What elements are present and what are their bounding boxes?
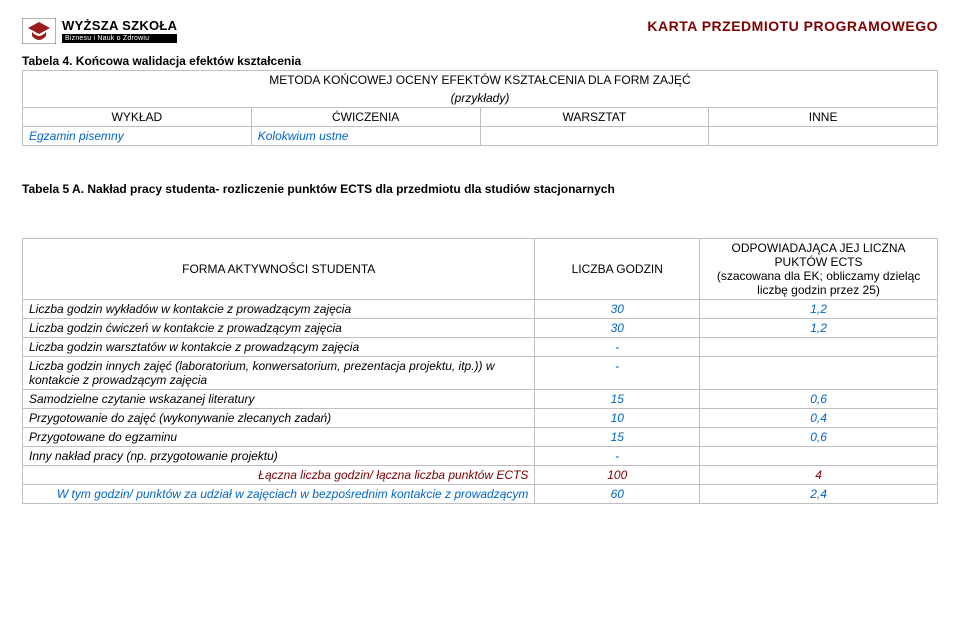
- row-label: Przygotowanie do zajęć (wykonywanie zlec…: [23, 409, 535, 428]
- page-header: WYŻSZA SZKOŁA Biznesu i Nauk o Zdrowiu K…: [22, 18, 938, 44]
- logo: WYŻSZA SZKOŁA Biznesu i Nauk o Zdrowiu: [22, 18, 177, 44]
- table-total-row: W tym godzin/ punktów za udział w zajęci…: [23, 485, 938, 504]
- table2-caption: Tabela 5 A. Nakład pracy studenta- rozli…: [22, 182, 938, 196]
- document-title: KARTA PRZEDMIOTU PROGRAMOWEGO: [647, 18, 938, 34]
- table-row: Liczba godzin wykładów w kontakcie z pro…: [23, 300, 938, 319]
- row-ects: 0,4: [700, 409, 938, 428]
- table1-cell: Kolokwium ustne: [251, 127, 480, 146]
- total-ects: 2,4: [700, 485, 938, 504]
- table1-cell: [709, 127, 938, 146]
- row-label: Inny nakład pracy (np. przygotowanie pro…: [23, 447, 535, 466]
- table1-col: ĆWICZENIA: [251, 108, 480, 127]
- total-label: Łączna liczba godzin/ łączna liczba punk…: [23, 466, 535, 485]
- table-row: Inny nakład pracy (np. przygotowanie pro…: [23, 447, 938, 466]
- table-row: Przygotowanie do zajęć (wykonywanie zlec…: [23, 409, 938, 428]
- row-ects: 0,6: [700, 428, 938, 447]
- table2-head: LICZBA GODZIN: [535, 239, 700, 300]
- row-hours: 15: [535, 428, 700, 447]
- table-row: Samodzielne czytanie wskazanej literatur…: [23, 390, 938, 409]
- table1-cell: [480, 127, 709, 146]
- logo-text: WYŻSZA SZKOŁA Biznesu i Nauk o Zdrowiu: [62, 19, 177, 43]
- table2-head: FORMA AKTYWNOŚCI STUDENTA: [23, 239, 535, 300]
- table1-data-row: Egzamin pisemny Kolokwium ustne: [23, 127, 938, 146]
- row-hours: -: [535, 447, 700, 466]
- table-row: Liczba godzin warsztatów w kontakcie z p…: [23, 338, 938, 357]
- logo-line2: Biznesu i Nauk o Zdrowiu: [62, 34, 177, 43]
- row-hours: 30: [535, 319, 700, 338]
- logo-icon: [22, 18, 56, 44]
- table2-head: ODPOWIADAJĄCA JEJ LICZNA PUKTÓW ECTS (sz…: [700, 239, 938, 300]
- table1-col: WARSZTAT: [480, 108, 709, 127]
- total-hours: 100: [535, 466, 700, 485]
- row-hours: -: [535, 338, 700, 357]
- row-label: Liczba godzin ćwiczeń w kontakcie z prow…: [23, 319, 535, 338]
- table-row: Liczba godzin innych zajęć (laboratorium…: [23, 357, 938, 390]
- table1-banner-l1: METODA KOŃCOWEJ OCENY EFEKTÓW KSZTAŁCENI…: [23, 71, 938, 90]
- row-ects: 1,2: [700, 300, 938, 319]
- table1-cell: Egzamin pisemny: [23, 127, 252, 146]
- row-label: Samodzielne czytanie wskazanej literatur…: [23, 390, 535, 409]
- table2: FORMA AKTYWNOŚCI STUDENTA LICZBA GODZIN …: [22, 238, 938, 504]
- row-hours: -: [535, 357, 700, 390]
- table1-col-row: WYKŁAD ĆWICZENIA WARSZTAT INNE: [23, 108, 938, 127]
- total-label: W tym godzin/ punktów za udział w zajęci…: [23, 485, 535, 504]
- table2-head-row: FORMA AKTYWNOŚCI STUDENTA LICZBA GODZIN …: [23, 239, 938, 300]
- row-ects: [700, 447, 938, 466]
- table1-col: WYKŁAD: [23, 108, 252, 127]
- row-ects: 0,6: [700, 390, 938, 409]
- table-row: Przygotowane do egzaminu150,6: [23, 428, 938, 447]
- logo-line1: WYŻSZA SZKOŁA: [62, 19, 177, 32]
- table1: METODA KOŃCOWEJ OCENY EFEKTÓW KSZTAŁCENI…: [22, 70, 938, 146]
- row-label: Przygotowane do egzaminu: [23, 428, 535, 447]
- table1-col: INNE: [709, 108, 938, 127]
- row-hours: 10: [535, 409, 700, 428]
- total-hours: 60: [535, 485, 700, 504]
- row-hours: 15: [535, 390, 700, 409]
- row-ects: [700, 357, 938, 390]
- total-ects: 4: [700, 466, 938, 485]
- row-label: Liczba godzin innych zajęć (laboratorium…: [23, 357, 535, 390]
- table1-banner-l2: (przykłady): [23, 89, 938, 108]
- row-hours: 30: [535, 300, 700, 319]
- table1-caption: Tabela 4. Końcowa walidacja efektów kszt…: [22, 54, 938, 68]
- table-total-row: Łączna liczba godzin/ łączna liczba punk…: [23, 466, 938, 485]
- table-row: Liczba godzin ćwiczeń w kontakcie z prow…: [23, 319, 938, 338]
- row-ects: 1,2: [700, 319, 938, 338]
- row-label: Liczba godzin wykładów w kontakcie z pro…: [23, 300, 535, 319]
- row-ects: [700, 338, 938, 357]
- row-label: Liczba godzin warsztatów w kontakcie z p…: [23, 338, 535, 357]
